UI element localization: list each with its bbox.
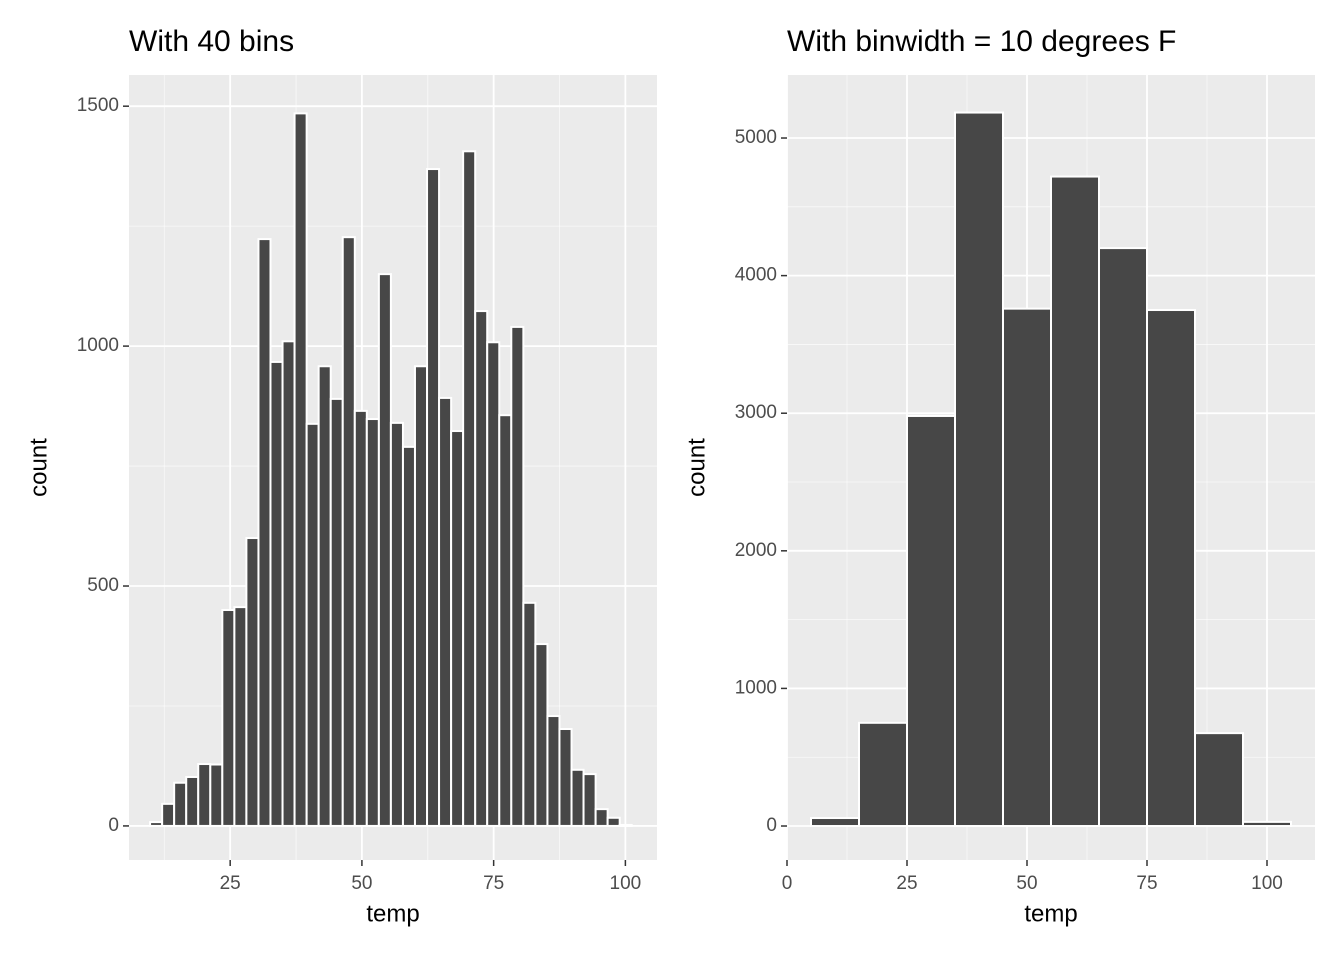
bar — [954, 111, 1004, 828]
bar — [486, 341, 501, 827]
bar — [401, 445, 416, 827]
bar — [450, 430, 465, 827]
x-tick-label: 50 — [1016, 873, 1037, 894]
bar — [149, 821, 164, 827]
bar — [389, 421, 404, 827]
x-tick-label: 100 — [1251, 873, 1283, 894]
y-axis-label: count — [683, 438, 710, 497]
bar — [582, 773, 597, 827]
bar — [546, 715, 561, 827]
y-tick-label: 3000 — [735, 402, 777, 423]
bar — [438, 396, 453, 827]
bar — [810, 817, 860, 828]
bar — [269, 360, 284, 827]
y-tick-label: 0 — [766, 815, 777, 836]
bar — [209, 763, 224, 827]
y-tick-label: 1500 — [77, 95, 119, 116]
x-tick-label: 0 — [782, 873, 793, 894]
bar — [1098, 247, 1148, 828]
x-tick-label: 75 — [483, 873, 504, 894]
x-tick-label: 50 — [351, 873, 372, 894]
x-axis-label: temp — [366, 900, 419, 927]
chart-title: With 40 bins — [129, 25, 294, 58]
bar — [594, 808, 609, 827]
bar — [305, 422, 320, 827]
bar — [413, 365, 429, 827]
bar — [185, 775, 200, 827]
bar — [474, 310, 489, 827]
bar — [558, 728, 573, 827]
bar — [462, 150, 477, 827]
bar — [498, 414, 513, 827]
y-tick-label: 1000 — [77, 335, 119, 356]
y-tick-label: 500 — [87, 575, 119, 596]
bar — [245, 537, 260, 827]
bar — [197, 763, 212, 827]
bar — [1242, 820, 1292, 828]
bar — [329, 397, 344, 827]
bar — [221, 609, 236, 827]
y-axis-label: count — [25, 438, 52, 497]
y-tick-label: 2000 — [735, 540, 777, 561]
bar — [257, 238, 272, 827]
y-tick-label: 1000 — [735, 677, 777, 698]
bar — [173, 781, 188, 827]
bar — [1002, 307, 1052, 828]
chart-title: With binwidth = 10 degrees F — [787, 25, 1176, 58]
y-tick-label: 4000 — [735, 265, 777, 286]
bar — [426, 168, 441, 827]
bar — [534, 643, 549, 827]
x-tick-label: 100 — [610, 873, 642, 894]
x-tick-label: 25 — [220, 873, 241, 894]
x-tick-label: 25 — [896, 873, 917, 894]
bar — [858, 721, 908, 828]
bar — [1050, 175, 1100, 828]
bar — [365, 418, 380, 827]
bar — [281, 340, 296, 827]
bar — [606, 816, 621, 827]
bar — [377, 273, 392, 827]
bar — [1146, 309, 1196, 828]
bar — [570, 768, 585, 827]
bar — [317, 365, 332, 827]
x-tick-label: 75 — [1136, 873, 1157, 894]
bar — [1194, 732, 1244, 828]
bar — [293, 112, 308, 827]
bar — [341, 236, 356, 827]
y-tick-label: 0 — [108, 815, 119, 836]
bar — [510, 325, 525, 827]
x-axis-label: temp — [1024, 900, 1077, 927]
bar — [618, 823, 633, 827]
bar — [522, 601, 537, 827]
bar — [906, 414, 956, 828]
bar — [161, 802, 176, 827]
bar — [353, 409, 368, 827]
y-tick-label: 5000 — [735, 127, 777, 148]
bar — [233, 606, 248, 827]
